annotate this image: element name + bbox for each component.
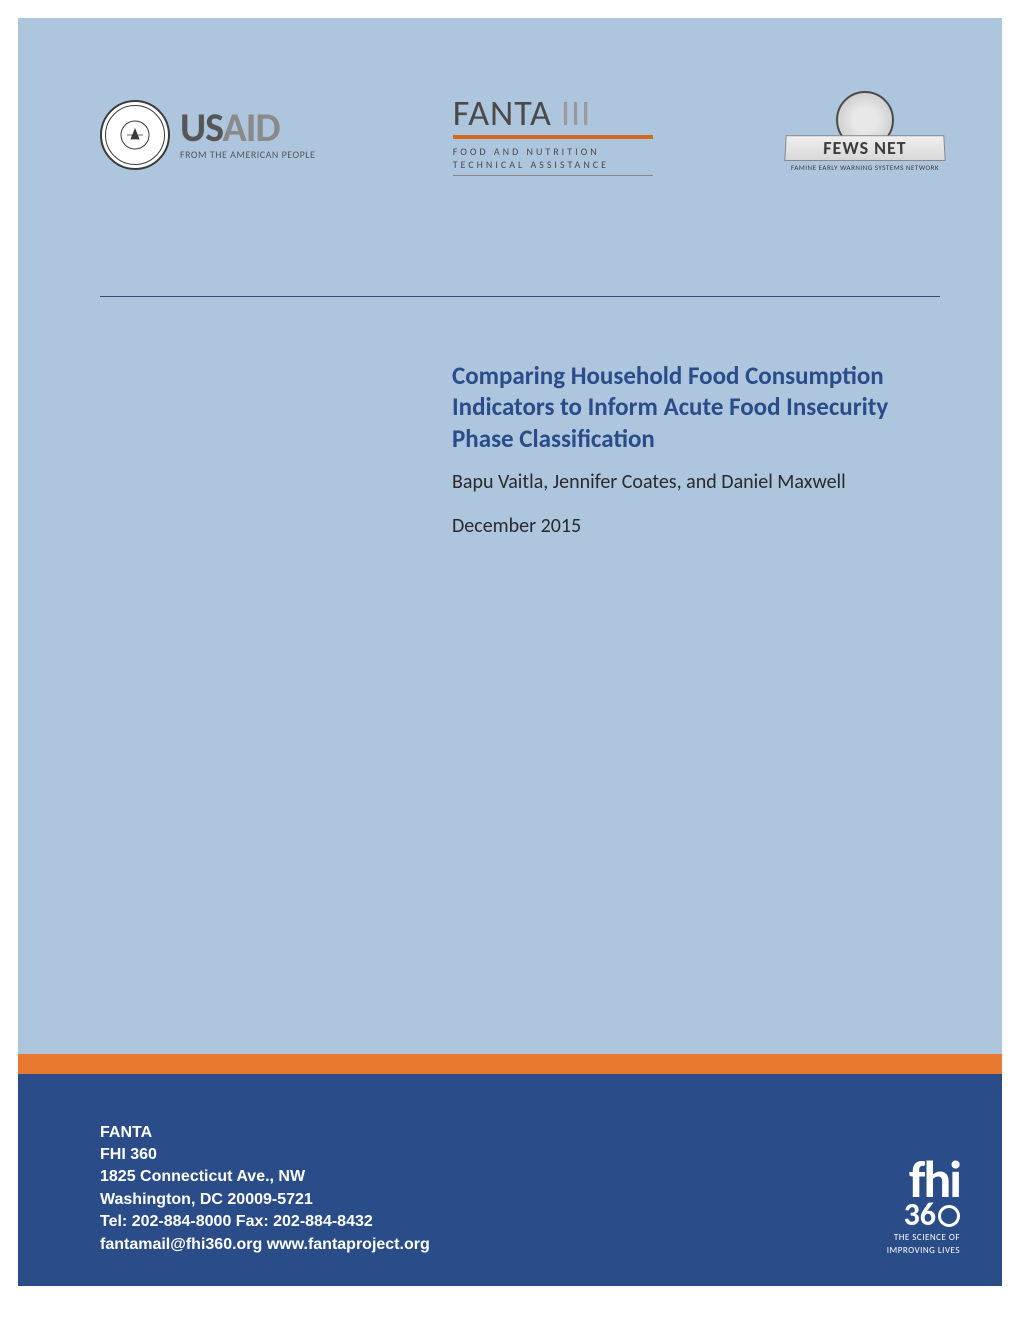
fews-globe-icon: FEWS NET: [790, 99, 940, 159]
fanta-suffix: III: [561, 91, 591, 135]
horizontal-divider: [100, 296, 940, 297]
fanta-subtitle-line2: TECHNICAL ASSISTANCE: [453, 158, 609, 171]
fhi-tagline1: THE SCIENCE OF: [887, 1232, 960, 1243]
footer-address1: 1825 Connecticut Ave., NW: [100, 1166, 430, 1188]
footer-org1: FANTA: [100, 1122, 430, 1144]
footer-address2: Washington, DC 20009-5721: [100, 1189, 430, 1211]
document-date: December 2015: [452, 514, 930, 538]
fews-tagline: FAMINE EARLY WARNING SYSTEMS NETWORK: [791, 163, 939, 172]
fews-wordmark: FEWS NET: [823, 137, 907, 159]
fhi-36: 36: [904, 1201, 936, 1230]
fanta-divider-bar: [453, 135, 653, 139]
usaid-logo: USAID FROM THE AMERICAN PEOPLE: [100, 100, 315, 170]
fanta-wordmark: FANTA III: [453, 95, 592, 131]
fhi-360-mark: 36: [887, 1201, 960, 1230]
usaid-tagline: FROM THE AMERICAN PEOPLE: [180, 148, 315, 161]
footer-phone: Tel: 202-884-8000 Fax: 202-884-8432: [100, 1211, 430, 1233]
usaid-wordmark: USAID: [180, 110, 315, 146]
document-title: Comparing Household Food Consumption Ind…: [452, 360, 930, 454]
logos-row: USAID FROM THE AMERICAN PEOPLE FANTA III…: [100, 90, 940, 180]
usaid-seal-icon: [100, 100, 170, 170]
footer-contact: fantamail@fhi360.org www.fantaproject.or…: [100, 1234, 430, 1256]
footer-org2: FHI 360: [100, 1144, 430, 1166]
usaid-aid: AID: [223, 103, 280, 152]
orange-accent-band: [18, 1054, 1002, 1074]
fhi360-logo: fhi 36 THE SCIENCE OF IMPROVING LIVES: [887, 1157, 960, 1256]
fanta-logo: FANTA III FOOD AND NUTRITION TECHNICAL A…: [453, 95, 653, 176]
fhi-zero-icon: [938, 1205, 960, 1227]
fhi-tagline2: IMPROVING LIVES: [887, 1245, 960, 1256]
footer-contact-block: FANTA FHI 360 1825 Connecticut Ave., NW …: [100, 1122, 430, 1256]
fews-logo: FEWS NET FAMINE EARLY WARNING SYSTEMS NE…: [790, 99, 940, 172]
fanta-underline: [453, 175, 653, 176]
fanta-subtitle-line1: FOOD AND NUTRITION: [453, 145, 600, 158]
usaid-us: US: [180, 103, 223, 152]
fanta-main-text: FANTA: [453, 91, 552, 135]
document-authors: Bapu Vaitla, Jennifer Coates, and Daniel…: [452, 470, 930, 494]
title-block: Comparing Household Food Consumption Ind…: [452, 360, 930, 538]
